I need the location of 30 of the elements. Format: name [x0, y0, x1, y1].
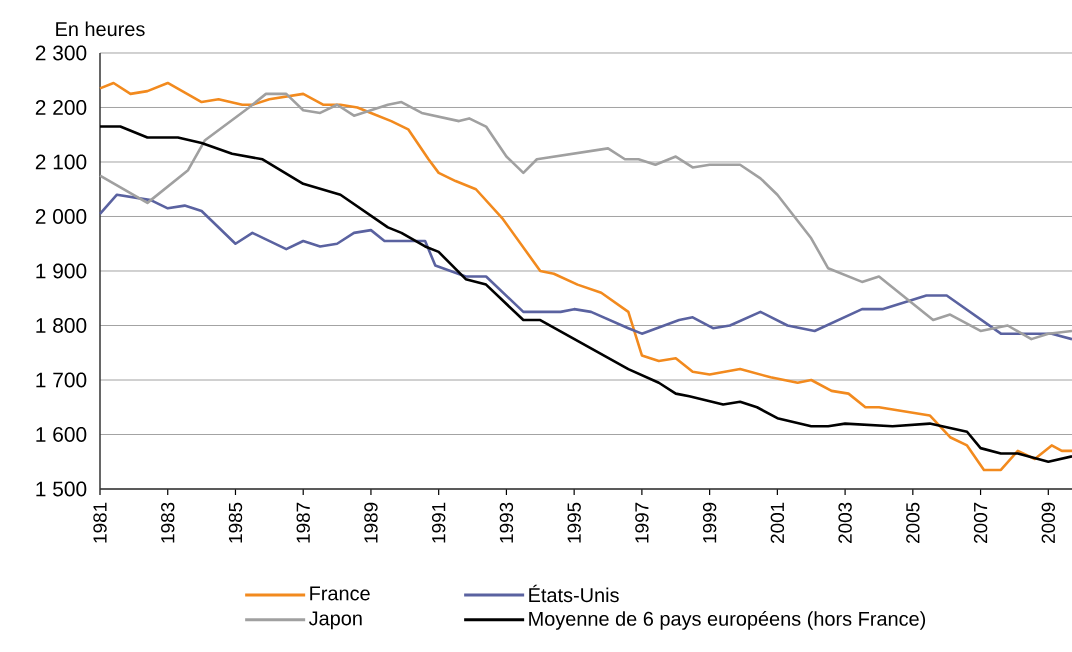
x-tick-label: 2009 — [1041, 502, 1056, 543]
x-tick-label: 1999 — [702, 502, 717, 543]
x-tick-label: 1981 — [93, 502, 107, 543]
x-tick-label: 1987 — [296, 502, 310, 543]
y-tick-label: 2 100 — [35, 154, 87, 170]
x-tick-label: 1995 — [567, 502, 581, 543]
y-tick-label: 2 200 — [35, 100, 87, 115]
x-tick-label: 1997 — [635, 502, 649, 543]
x-tick-label: 1985 — [228, 502, 243, 543]
y-tick-label: 1 500 — [36, 481, 87, 497]
y-tick-label: 1 800 — [36, 318, 87, 333]
x-tick-label: 1983 — [161, 502, 175, 543]
y-tick-label: 2 300 — [35, 45, 87, 61]
y-tick-label: 2 000 — [35, 209, 87, 224]
y-tick-label: 1 700 — [36, 372, 87, 388]
y-axis-title: En heures — [56, 21, 145, 37]
x-tick-label: 2003 — [838, 502, 852, 543]
y-tick-label: 1 600 — [36, 427, 87, 442]
legend-label: France — [310, 586, 370, 601]
x-tick-label: 1991 — [431, 502, 446, 543]
legend-label: Moyenne de 6 pays européens (hors France) — [529, 611, 926, 630]
y-tick-label: 1 900 — [36, 263, 87, 279]
x-tick-label: 2005 — [906, 502, 920, 543]
line-series — [98, 92, 1072, 341]
x-tick-label: 1993 — [499, 502, 514, 543]
x-tick-label: 2007 — [973, 502, 988, 543]
x-tick-label: 1989 — [364, 502, 378, 543]
x-tick-label: 2001 — [770, 502, 785, 543]
legend-label: Japon — [308, 611, 362, 630]
legend-label: États-Unis — [529, 584, 619, 603]
